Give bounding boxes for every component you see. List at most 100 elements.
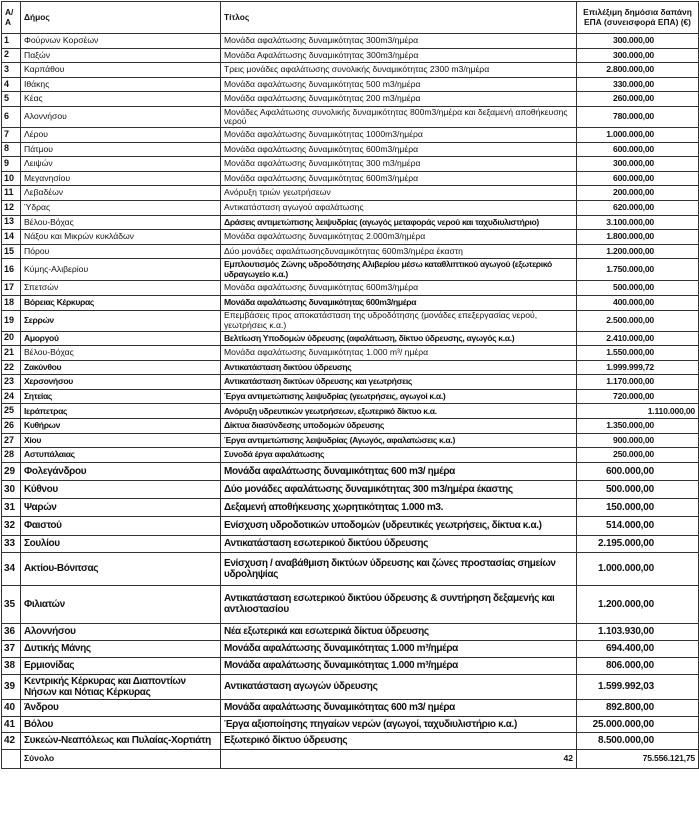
amount-cell: 1.800.000,00 [576,229,699,245]
amount-cell: 2.410.000,00 [576,330,699,347]
table-row: 34 Ακτίου-Βόνιτσας Ενίσχυση / αναβάθμιση δ… [1,551,699,586]
title-cell: Μονάδα αφαλάτωσης δυναμικότητας 600 m3/ … [220,698,577,717]
title-cell: Μονάδα αφαλάτωσης δυναμικότητας 600m3/ημ… [220,294,577,311]
table-row: 32 Φαιστού Ενίσχυση υδροδοτικών υποδομών (… [1,515,699,536]
title-cell: Μονάδα αφαλάτωσης δυναμικότητας 300 m3/η… [220,156,577,172]
municipality-cell: Πάτμου [20,141,221,158]
table-row: 25 Ιεράπετρας Ανόρυξη υδρευτικών γεωτρήσεω… [1,403,699,420]
amount-cell: 500.000,00 [576,280,699,296]
municipality-cell: Χερσονήσου [20,374,221,390]
title-cell: Βελτίωση Υποδομών ύδρευσης (αφαλάτωση, δ… [220,330,577,347]
amount-cell: 1.750.000,00 [576,258,699,282]
amount-cell: 1.103.930,00 [576,622,699,641]
title-cell: Εξωτερικό δίκτυο ύδρευσης [220,731,577,750]
row-number: 12 [1,199,21,216]
municipality-cell: Δυτικής Μάνης [20,639,221,658]
amount-cell: 1.599.992,03 [576,673,699,700]
municipality-cell: Σουλίου [20,534,221,553]
amount-cell: 400.000,00 [576,294,699,311]
amount-cell: 1.200.000,00 [576,584,699,624]
table-row: 37 Δυτικής Μάνης Μονάδα αφαλάτωσης δυναμικ… [1,639,699,658]
row-number: 15 [1,243,21,260]
table-row: 13 Βέλου-Βόχας Δράσεις αντιμετώπισης λειψυ… [1,214,699,231]
projects-table: Α/Α Δήμος Τίτλος Επιλέξιμη δημόσια δαπάν… [1,1,699,769]
title-cell: Αντικατάσταση εσωτερικού δικτύου ύδρευση… [220,584,577,624]
header-title: Τίτλος [220,1,577,34]
title-cell: Δύο μονάδες αφαλάτωσηςδυναμικότητας 600m… [220,243,577,260]
table-row: 21 Βέλου-Βόχας Μονάδα αφαλάτωσης δυναμικότ… [1,345,699,361]
row-number: 23 [1,374,21,390]
municipality-cell: Φούρνων Κορσέων [20,33,221,49]
row-number: 5 [1,91,21,107]
title-cell: Μονάδα αφαλάτωσης δυναμικότητας 600 m3/ … [220,461,577,481]
title-cell: Αντικατάσταση δικτύου ύδρευσης [220,359,577,376]
table-row: 40 Άνδρου Μονάδα αφαλάτωσης δυναμικότητας … [1,698,699,717]
row-number: 31 [1,497,21,517]
municipality-cell: Φιλιατών [20,584,221,624]
row-number: 40 [1,698,21,717]
title-cell: Ενίσχυση / αναβάθμιση δικτύων ύδρευσης κ… [220,551,577,586]
municipality-cell: Παξών [20,47,221,64]
row-number: 39 [1,673,21,700]
municipality-cell: Άνδρου [20,698,221,717]
table-row: 38 Ερμιονίδας Μονάδα αφαλάτωσης δυναμικότη… [1,656,699,675]
amount-cell: 806.000,00 [576,656,699,675]
table-body: 1 Φούρνων Κορσέων Μονάδα αφαλάτωσης δυναμι… [1,33,699,750]
title-cell: Ενίσχυση υδροδοτικών υποδομών (υδρευτικέ… [220,515,577,536]
row-number: 35 [1,584,21,624]
header-row: Α/Α Δήμος Τίτλος Επιλέξιμη δημόσια δαπάν… [1,1,699,34]
row-number: 25 [1,403,21,420]
municipality-cell: Κύμης-Αλιβερίου [20,258,221,282]
row-number: 33 [1,534,21,553]
table-row: 39 Κεντρικής Κέρκυρας και Διαποντίων Νήσω… [1,673,699,700]
municipality-cell: Κέας [20,91,221,107]
title-cell: Μονάδα αφαλάτωσης δυναμικότητας 200 m3/η… [220,91,577,107]
row-number: 24 [1,388,21,405]
table-row: 7 Λέρου Μονάδα αφαλάτωσης δυναμικότητας 10… [1,126,699,143]
table-row: 16 Κύμης-Αλιβερίου Εμπλουτισμός Ζώνης υδρο… [1,258,699,282]
table-row: 15 Πόρου Δύο μονάδες αφαλάτωσηςδυναμικότητ… [1,243,699,260]
table-row: 31 Ψαρών Δεξαμενή αποθήκευσης χωρητικότητα… [1,497,699,517]
row-number: 26 [1,418,21,434]
total-label: Σύνολο [20,748,221,769]
row-number: 38 [1,656,21,675]
title-cell: Μονάδα αφαλάτωσης δυναμικότητας 600m3/ημ… [220,170,577,187]
municipality-cell: Κυθήρων [20,418,221,434]
row-number: 37 [1,639,21,658]
table-row: 23 Χερσονήσου Αντικατάσταση δικτύων ύδρευσ… [1,374,699,390]
table-row: 17 Σπετσών Μονάδα αφαλάτωσης δυναμικότητας… [1,280,699,296]
table-row: 11 Λεβαδέων Ανόρυξη τριών γεωτρήσεων 200.00… [1,185,699,201]
municipality-cell: Ερμιονίδας [20,656,221,675]
amount-cell: 1.000.000,00 [576,551,699,586]
municipality-cell: Σπετσών [20,280,221,296]
amount-cell: 300.000,00 [576,33,699,49]
row-number: 14 [1,229,21,245]
municipality-cell: Ιθάκης [20,76,221,93]
municipality-cell: Ζακύνθου [20,359,221,376]
row-number: 6 [1,105,21,128]
municipality-cell: Λέρου [20,126,221,143]
municipality-cell: Ψαρών [20,497,221,517]
amount-cell: 900.000,00 [576,432,699,449]
amount-cell: 600.000,00 [576,141,699,158]
title-cell: Δράσεις αντιμετώπισης λειψυδρίας (αγωγός… [220,214,577,231]
municipality-cell: Φαιστού [20,515,221,536]
amount-cell: 1.000.000,00 [576,126,699,143]
municipality-cell: Αμοργού [20,330,221,347]
title-cell: Μονάδα αφαλάτωσης δυναμικότητας 1.000 m³… [220,639,577,658]
amount-cell: 500.000,00 [576,479,699,499]
row-number: 1 [1,33,21,49]
amount-cell: 25.000.000,00 [576,715,699,733]
municipality-cell: Βέλου-Βόχας [20,345,221,361]
table-row: 20 Αμοργού Βελτίωση Υποδομών ύδρευσης (αφα… [1,330,699,347]
row-number: 32 [1,515,21,536]
row-number: 30 [1,479,21,499]
row-number: 2 [1,47,21,64]
title-cell: Συνοδά έργα αφαλάτωσης [220,447,577,463]
amount-cell: 694.400,00 [576,639,699,658]
total-amount: 75.556.121,75 [576,748,699,769]
table-row: 33 Σουλίου Αντικατάσταση εσωτερικού δικτύο… [1,534,699,553]
amount-cell: 780.000,00 [576,105,699,128]
table-row: 30 Κύθνου Δύο μονάδες αφαλάτωσης δυναμικότ… [1,479,699,499]
table-row: 27 Χίου Έργα αντιμετώπισης λειψυδρίας (Αγω… [1,432,699,449]
